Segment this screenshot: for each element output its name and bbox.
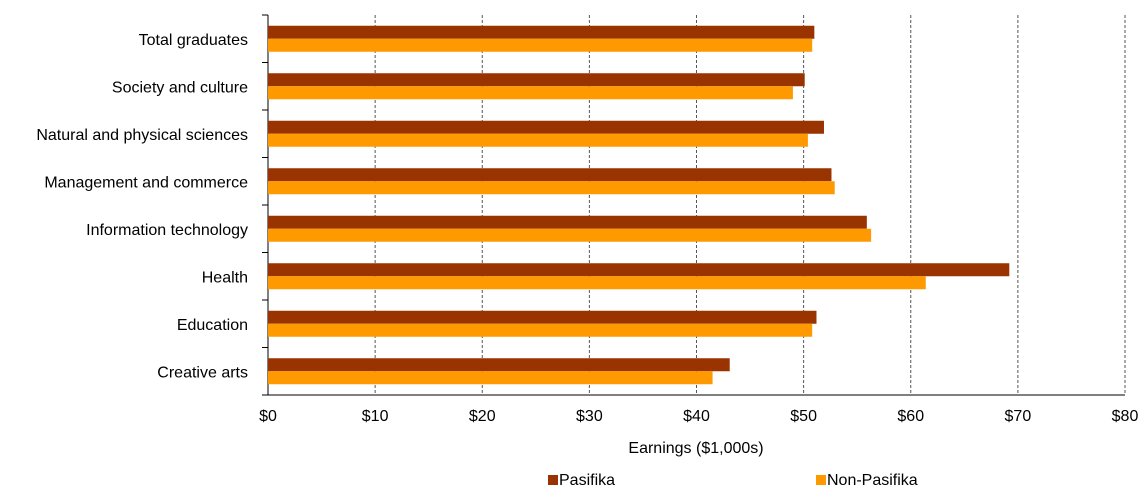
bar <box>268 358 730 372</box>
x-tick-label: $50 <box>790 408 817 425</box>
x-tick-label: $30 <box>576 408 603 425</box>
bar <box>268 168 832 182</box>
bar <box>268 25 815 39</box>
bar <box>268 86 793 100</box>
bar <box>268 181 835 195</box>
x-tick-label: $80 <box>1112 408 1139 425</box>
bar <box>268 323 813 337</box>
bar <box>268 371 713 385</box>
legend-label: Pasifika <box>559 472 615 489</box>
x-tick-label: $40 <box>683 408 710 425</box>
bar <box>268 228 872 242</box>
bar <box>268 133 808 147</box>
bar <box>268 310 817 324</box>
x-tick-label: $60 <box>897 408 924 425</box>
legend-swatch <box>816 475 826 485</box>
bar <box>268 215 867 229</box>
y-tick-label: Natural and physical sciences <box>36 127 248 144</box>
y-tick-label: Total graduates <box>139 32 248 49</box>
bar <box>268 38 813 52</box>
y-tick-label: Management and commerce <box>44 174 248 191</box>
x-tick-label: $10 <box>362 408 389 425</box>
bar <box>268 73 805 87</box>
x-axis-title: Earnings ($1,000s) <box>628 440 763 457</box>
x-tick-label: $0 <box>259 408 277 425</box>
bar <box>268 263 1010 277</box>
bar <box>268 120 824 134</box>
legend-label: Non-Pasifika <box>827 472 918 489</box>
bar <box>268 276 926 290</box>
x-tick-label: $20 <box>469 408 496 425</box>
x-tick-label: $70 <box>1005 408 1032 425</box>
y-tick-label: Society and culture <box>112 79 248 96</box>
y-tick-label: Health <box>202 269 248 286</box>
y-tick-label: Creative arts <box>157 364 248 381</box>
y-tick-label: Information technology <box>86 222 248 239</box>
y-tick-label: Education <box>177 317 248 334</box>
legend-swatch <box>548 475 558 485</box>
